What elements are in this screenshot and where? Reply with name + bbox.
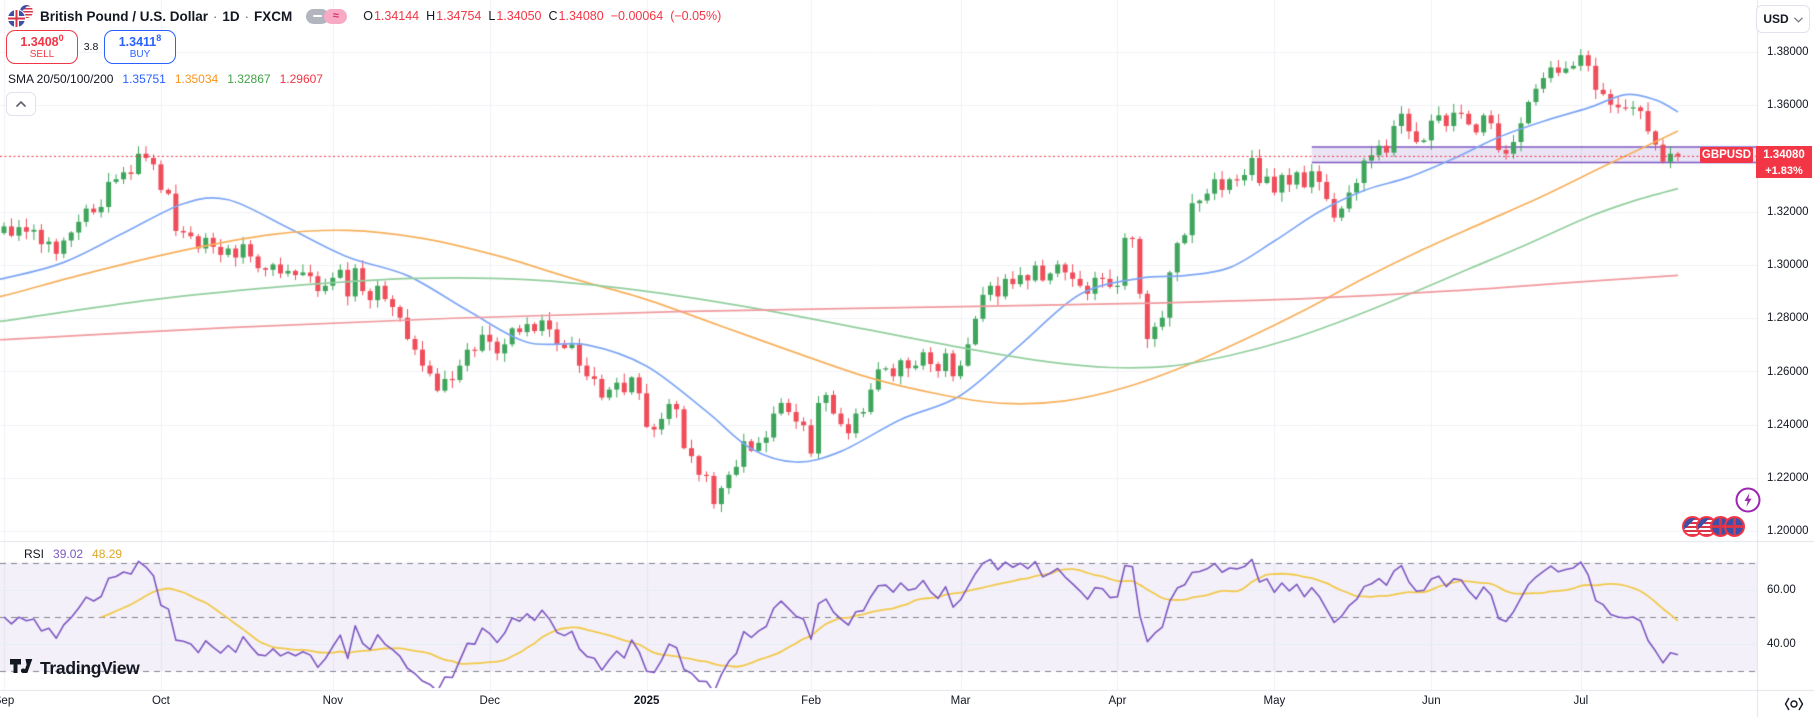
ohlc-readout: O 1.34144 H 1.34754 L 1.34050 C 1.34080 −0.0… xyxy=(363,9,721,23)
time-axis-label: Mar xyxy=(950,695,971,707)
tradingview-logo-icon xyxy=(10,658,33,673)
uk-event-flag-icon[interactable] xyxy=(1724,516,1745,537)
time-axis-label: Dec xyxy=(479,695,500,707)
wave-pill-icon[interactable]: ≈ xyxy=(324,8,348,24)
price-axis-label: 1.32000 xyxy=(1767,205,1809,218)
spread-value: 3.8 xyxy=(83,41,99,53)
time-axis-label: May xyxy=(1263,695,1286,707)
open-value: 1.34144 xyxy=(373,9,420,23)
sma50-value: 1.35034 xyxy=(174,72,219,86)
time-axis-label: Apr xyxy=(1108,695,1127,707)
title-separator: · xyxy=(213,8,218,24)
time-axis-label: Sep xyxy=(0,695,15,707)
sma-indicator-row[interactable]: SMA 20/50/100/200 1.35751 1.35034 1.3286… xyxy=(8,72,323,86)
last-price-symbol-label: GBPUSD xyxy=(1700,147,1753,163)
currency-unit-label: USD xyxy=(1763,12,1789,26)
change-value: −0.00064 xyxy=(610,9,664,23)
rsi-ma-value: 48.29 xyxy=(92,547,123,561)
price-axis-label: 1.22000 xyxy=(1767,472,1809,484)
price-axis-label: 1.36000 xyxy=(1767,99,1809,112)
low-value: 1.34050 xyxy=(496,9,542,23)
rsi-indicator-row[interactable]: RSI 39.02 48.29 xyxy=(24,547,122,561)
sma200-value: 1.29607 xyxy=(279,72,323,86)
currency-unit-selector[interactable]: USD xyxy=(1756,5,1810,33)
currency-pair-flags-icon xyxy=(8,5,34,27)
close-value: 1.34080 xyxy=(558,9,604,23)
price-axis[interactable]: 1.38000 1.36000 1.32000 1.30000 1.28000 1.260… xyxy=(1757,0,1814,690)
tradingview-logo-text: TradingView xyxy=(40,658,140,678)
price-axis-label: 1.38000 xyxy=(1767,46,1809,58)
price-axis-label: 1.26000 xyxy=(1767,365,1809,378)
rsi-axis-label: 40.00 xyxy=(1767,638,1796,651)
sma-label: SMA 20/50/100/200 xyxy=(8,72,114,86)
sma20-value: 1.35751 xyxy=(122,72,166,86)
last-price-label: 1.34080 xyxy=(1756,146,1812,163)
buy-button[interactable]: 1.34118 BUY xyxy=(104,30,176,64)
time-axis-label: Jun xyxy=(1422,695,1441,707)
high-value: 1.34754 xyxy=(436,9,482,23)
time-axis-label: Jul xyxy=(1573,695,1589,707)
close-label: C xyxy=(548,9,558,23)
economic-events-lightning-icon[interactable] xyxy=(1734,486,1762,514)
rsi-axis-label: 60.00 xyxy=(1767,583,1796,596)
price-axis-label: 1.20000 xyxy=(1767,525,1809,538)
high-label: H xyxy=(426,9,436,23)
chart-legend: British Pound / U.S. Dollar · 1D · FXCM … xyxy=(8,5,721,27)
collapse-legend-button[interactable] xyxy=(6,92,36,116)
uk-flag-icon xyxy=(8,10,25,27)
open-label: O xyxy=(363,9,373,23)
symbol-title[interactable]: British Pound / U.S. Dollar xyxy=(40,8,209,24)
price-axis-label: 1.28000 xyxy=(1767,312,1809,325)
change-percent: (−0.05%) xyxy=(670,9,722,23)
time-scale-settings-icon[interactable] xyxy=(1782,695,1806,713)
chevron-down-icon xyxy=(1793,17,1803,23)
sell-button[interactable]: 1.34080 SELL xyxy=(6,30,78,64)
time-axis-label: 2025 xyxy=(633,695,660,707)
market-status-pills: ≈ xyxy=(306,8,348,24)
last-price-change-label: +1.83% xyxy=(1756,163,1812,178)
interval-label[interactable]: 1D xyxy=(222,8,240,24)
rsi-value: 39.02 xyxy=(53,547,84,561)
chevron-up-icon xyxy=(16,101,26,107)
time-axis-label: Feb xyxy=(801,695,821,707)
time-axis[interactable]: Sep Oct Nov Dec 2025 Feb Mar Apr May Jun Jul xyxy=(0,691,1757,717)
tradingview-logo[interactable]: TradingView xyxy=(10,658,140,679)
rsi-label: RSI xyxy=(24,547,45,561)
minimize-pill-icon[interactable] xyxy=(306,8,330,24)
economic-event-flags[interactable] xyxy=(1682,516,1745,537)
time-axis-label: Oct xyxy=(151,695,170,707)
price-axis-label: 1.24000 xyxy=(1767,418,1809,431)
low-label: L xyxy=(488,9,496,23)
price-axis-label: 1.30000 xyxy=(1767,259,1809,271)
trade-panel: 1.34080 SELL 3.8 1.34118 BUY xyxy=(6,30,176,64)
sma100-value: 1.32867 xyxy=(227,72,271,86)
time-axis-label: Nov xyxy=(322,695,344,707)
exchange-label[interactable]: FXCM xyxy=(253,8,293,24)
title-separator: · xyxy=(244,8,249,24)
